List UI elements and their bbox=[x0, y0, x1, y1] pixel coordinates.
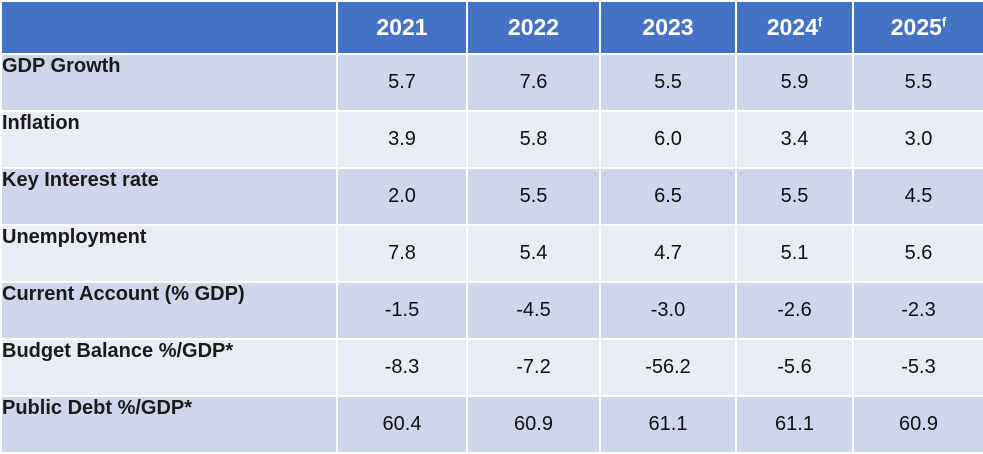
row-label: GDP Growth bbox=[0, 53, 338, 112]
table-cell: 4.5 bbox=[852, 167, 983, 226]
table-row-gdp-growth: GDP Growth 5.7 7.6 5.5 5.9 5.5 bbox=[0, 53, 983, 112]
header-row: 2021 2022 2023 2024f 2025f bbox=[0, 0, 983, 55]
table-row-current-account: Current Account (% GDP) -1.5 -4.5 -3.0 -… bbox=[0, 281, 983, 340]
column-header-2024: 2024f bbox=[735, 0, 854, 55]
table-cell: -7.2 bbox=[466, 338, 601, 397]
table-row-inflation: Inflation 3.9 5.8 6.0 3.4 3.0 bbox=[0, 110, 983, 169]
header-corner-cell bbox=[0, 0, 338, 55]
table-cell: 5.8 bbox=[466, 110, 601, 169]
table-cell: 5.5 bbox=[852, 53, 983, 112]
column-header-2022: 2022 bbox=[466, 0, 601, 55]
column-header-2021: 2021 bbox=[336, 0, 468, 55]
table-cell: 3.4 bbox=[735, 110, 854, 169]
table-cell: -8.3 bbox=[336, 338, 468, 397]
column-header-2025: 2025f bbox=[852, 0, 983, 55]
table-cell: 7.8 bbox=[336, 224, 468, 283]
table-cell: 3.0 bbox=[852, 110, 983, 169]
table-cell: -56.2 bbox=[599, 338, 737, 397]
table-cell: 5.4 bbox=[466, 224, 601, 283]
row-label: Key Interest rate bbox=[0, 167, 338, 226]
table-cell: -2.3 bbox=[852, 281, 983, 340]
row-label: Unemployment bbox=[0, 224, 338, 283]
table-cell: 5.5 bbox=[466, 167, 601, 226]
table-cell: 3.9 bbox=[336, 110, 468, 169]
row-label: Inflation bbox=[0, 110, 338, 169]
row-label: Public Debt %/GDP* bbox=[0, 395, 338, 454]
table-cell: 5.9 bbox=[735, 53, 854, 112]
table-cell: 60.9 bbox=[466, 395, 601, 454]
table-cell: -3.0 bbox=[599, 281, 737, 340]
table-cell: 5.6 bbox=[852, 224, 983, 283]
table-cell: -4.5 bbox=[466, 281, 601, 340]
forecast-marker: f bbox=[941, 14, 947, 30]
table-row-budget-balance: Budget Balance %/GDP* -8.3 -7.2 -56.2 -5… bbox=[0, 338, 983, 397]
table-cell: 7.6 bbox=[466, 53, 601, 112]
table-row-key-interest-rate: Key Interest rate 2.0 5.5 6.5 5.5 4.5 bbox=[0, 167, 983, 226]
table-row-public-debt: Public Debt %/GDP* 60.4 60.9 61.1 61.1 6… bbox=[0, 395, 983, 454]
table-cell: -2.6 bbox=[735, 281, 854, 340]
table-cell: 5.1 bbox=[735, 224, 854, 283]
table-cell: 6.0 bbox=[599, 110, 737, 169]
table-cell: 6.5 bbox=[599, 167, 737, 226]
row-label: Budget Balance %/GDP* bbox=[0, 338, 338, 397]
column-header-2023: 2023 bbox=[599, 0, 737, 55]
table-cell: 61.1 bbox=[599, 395, 737, 454]
row-label: Current Account (% GDP) bbox=[0, 281, 338, 340]
table-cell: 4.7 bbox=[599, 224, 737, 283]
forecast-marker: f bbox=[817, 14, 823, 30]
table-cell: 2.0 bbox=[336, 167, 468, 226]
table-cell: 5.7 bbox=[336, 53, 468, 112]
table-row-unemployment: Unemployment 7.8 5.4 4.7 5.1 5.6 bbox=[0, 224, 983, 283]
table-cell: -1.5 bbox=[336, 281, 468, 340]
table-cell: 5.5 bbox=[735, 167, 854, 226]
table-cell: 5.5 bbox=[599, 53, 737, 112]
table-cell: 60.4 bbox=[336, 395, 468, 454]
table-cell: -5.3 bbox=[852, 338, 983, 397]
table-cell: -5.6 bbox=[735, 338, 854, 397]
table-cell: 61.1 bbox=[735, 395, 854, 454]
table-cell: 60.9 bbox=[852, 395, 983, 454]
